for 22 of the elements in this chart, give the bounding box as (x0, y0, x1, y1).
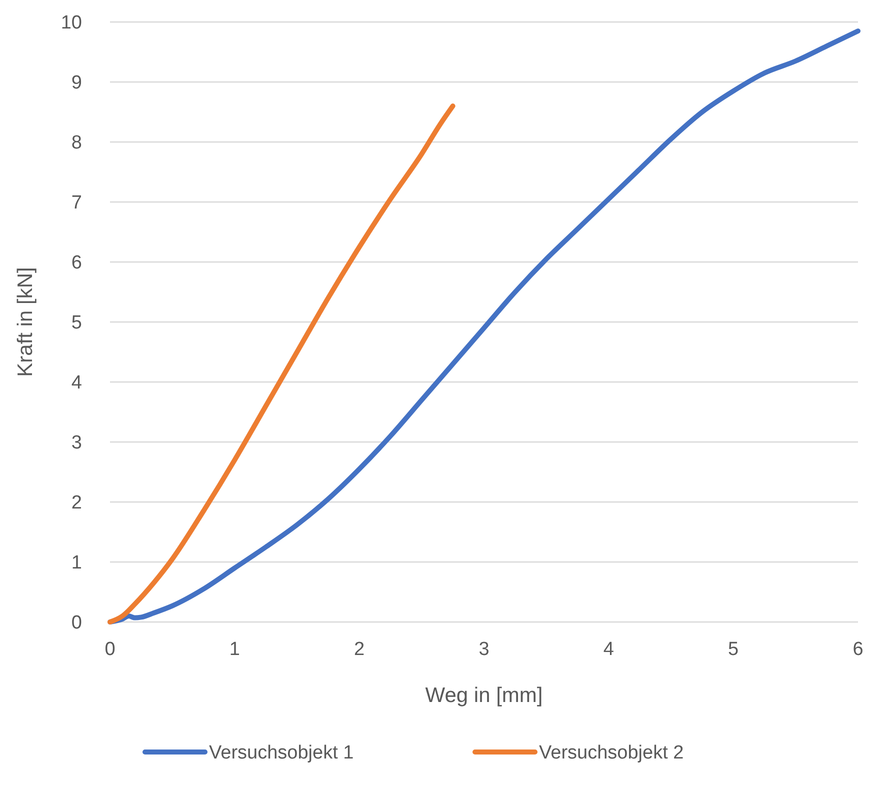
y-tick-label: 1 (71, 552, 82, 574)
x-tick-label: 4 (603, 639, 614, 660)
x-axis-title: Weg in [mm] (425, 684, 543, 707)
y-tick-label: 2 (71, 492, 82, 514)
y-tick-label: 4 (71, 372, 82, 394)
y-tick-label: 7 (71, 192, 82, 214)
legend-label: Versuchsobjekt 2 (539, 742, 684, 764)
x-tick-label: 0 (104, 639, 116, 660)
y-axis-title: Kraft in [kN] (14, 267, 37, 377)
y-tick-label: 3 (71, 432, 82, 454)
x-tick-label: 6 (852, 639, 864, 660)
y-tick-label: 5 (71, 312, 82, 334)
x-tick-label: 1 (229, 639, 240, 660)
y-tick-label: 10 (60, 12, 82, 34)
x-tick-label: 5 (728, 639, 739, 660)
y-tick-label: 6 (71, 252, 82, 274)
x-tick-label: 3 (478, 639, 490, 660)
y-tick-label: 9 (71, 72, 82, 94)
legend-label: Versuchsobjekt 1 (209, 742, 354, 764)
x-tick-label: 2 (354, 639, 365, 660)
y-tick-label: 0 (71, 612, 82, 634)
y-tick-label: 8 (71, 132, 82, 154)
